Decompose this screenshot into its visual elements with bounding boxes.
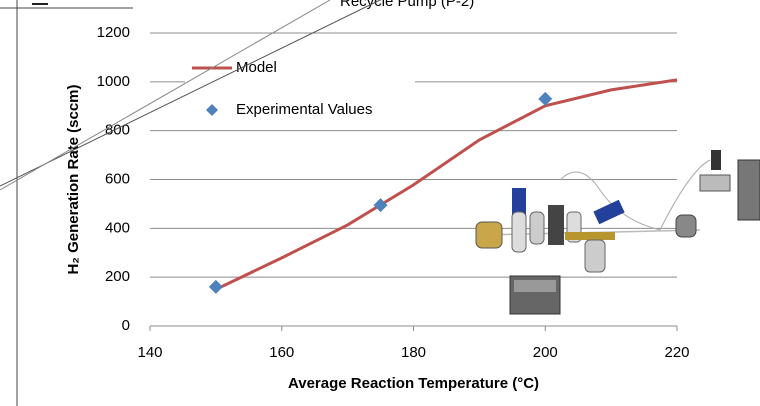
data-point: [208, 279, 223, 294]
x-tick-label: 140: [137, 344, 162, 361]
x-tick-label: 200: [533, 344, 558, 361]
legend-swatch: [206, 104, 218, 116]
legend-box: [185, 50, 415, 130]
data-point: [373, 198, 388, 213]
x-tick-label: 220: [664, 344, 689, 361]
y-axis-title: H₂ Generation Rate (sccm): [65, 84, 82, 274]
y-tick-label: 400: [105, 219, 130, 236]
legend-label: Experimental Values: [236, 101, 372, 118]
diagonal-line: [0, 0, 381, 187]
data-point: [538, 91, 553, 106]
x-tick-label: 180: [401, 344, 426, 361]
diagonal-line: [0, 0, 331, 191]
y-tick-label: 0: [122, 317, 130, 334]
y-tick-label: 200: [105, 268, 130, 285]
legend-label: Model: [236, 59, 277, 76]
photo-caption: Recycle Pump (P-2): [340, 0, 474, 10]
y-tick-label: 1200: [97, 24, 130, 41]
x-axis-title: Average Reaction Temperature (°C): [288, 375, 539, 392]
model-line: [215, 78, 678, 291]
y-tick-label: 600: [105, 170, 130, 187]
x-tick-label: 160: [269, 344, 294, 361]
equipment-photo: [475, 150, 760, 315]
y-tick-label: 1000: [97, 73, 130, 90]
